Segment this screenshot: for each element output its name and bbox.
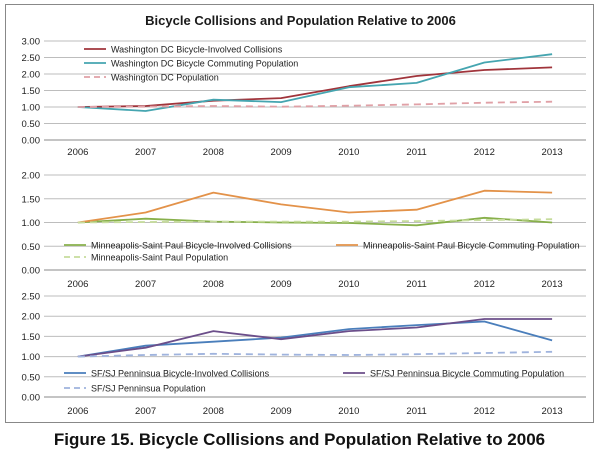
y-tick-label: 0.50: [22, 372, 41, 383]
y-tick-label: 3.00: [22, 37, 41, 48]
x-tick-label: 2010: [338, 147, 359, 158]
y-tick-label: 0.00: [22, 266, 41, 277]
x-tick-label: 2007: [135, 147, 156, 158]
legend-item: Minneapolis-Saint Paul Population: [64, 253, 228, 263]
legend-item: SF/SJ Penninsua Population: [64, 384, 206, 394]
legend-label: SF/SJ Penninsua Bicycle-Involved Collisi…: [91, 369, 270, 379]
legend-item: Minneapolis-Saint Paul Bicycle Commuting…: [336, 241, 580, 251]
y-tick-label: 1.00: [22, 103, 41, 114]
x-tick-label: 2011: [406, 147, 426, 158]
series-line-1: [77, 66, 553, 108]
legend-label: Washington DC Population: [111, 73, 219, 83]
figure-frame: Bicycle Collisions and Population Relati…: [5, 4, 594, 423]
x-tick-label: 2007: [135, 406, 156, 417]
x-tick-label: 2012: [474, 147, 495, 158]
x-tick-label: 2007: [135, 279, 156, 290]
x-tick-label: 2006: [67, 279, 88, 290]
legend-item: SF/SJ Penninsua Bicycle Commuting Popula…: [343, 369, 564, 379]
x-tick-label: 2010: [338, 406, 359, 417]
legend-label: Washington DC Bicycle Commuting Populati…: [111, 59, 298, 69]
y-tick-label: 1.00: [22, 218, 41, 229]
chart-panel-2: 0.00 0.50 1.00 1.50 2.00 2006 2007 2008 2009 2010…: [22, 171, 586, 290]
x-tick-label: 2009: [271, 147, 292, 158]
legend-label: Minneapolis-Saint Paul Bicycle Commuting…: [363, 241, 580, 251]
y-tick-label: 1.50: [22, 86, 41, 97]
y-tick-label: 1.50: [22, 332, 41, 343]
figure-caption: Figure 15. Bicycle Collisions and Popula…: [53, 430, 546, 449]
x-tick-label: 2009: [271, 406, 292, 417]
y-tick-label: 2.00: [22, 312, 41, 323]
x-tick-label: 2011: [406, 406, 426, 417]
series-line-1: [77, 320, 553, 358]
x-tick-label: 2006: [67, 406, 88, 417]
y-tick-label: 0.00: [22, 136, 41, 147]
y-tick-label: 2.50: [22, 53, 41, 64]
x-tick-label: 2006: [67, 147, 88, 158]
legend-item: Washington DC Bicycle-Involved Collision…: [84, 45, 283, 55]
x-tick-label: 2013: [542, 406, 563, 417]
y-tick-label: 1.50: [22, 194, 41, 205]
chart-panel-1: 0.00 0.50 1.00 1.50 2.00 2.50 3.00 2006 2007 2008…: [22, 37, 586, 158]
y-tick-label: 0.00: [22, 393, 41, 404]
y-tick-label: 0.50: [22, 119, 41, 130]
x-tick-label: 2011: [406, 279, 426, 290]
y-tick-label: 1.00: [22, 352, 41, 363]
series-line-2: [77, 189, 553, 224]
chart-title: Bicycle Collisions and Population Relati…: [145, 13, 456, 28]
x-tick-label: 2013: [542, 279, 563, 290]
y-tick-label: 2.50: [22, 292, 41, 303]
y-tick-label: 2.00: [22, 171, 41, 182]
x-tick-label: 2012: [474, 279, 495, 290]
charts-canvas: 0.00 0.50 1.00 1.50 2.00 2.50 3.00 2006 2007 2008…: [22, 37, 586, 417]
x-tick-label: 2009: [271, 279, 292, 290]
x-tick-label: 2008: [203, 147, 224, 158]
series-line-1: [77, 216, 553, 227]
series-line-2: [77, 53, 553, 112]
legend-item: Minneapolis-Saint Paul Bicycle-Involved …: [64, 241, 292, 251]
x-tick-label: 2010: [338, 279, 359, 290]
chart-panel-3: 0.00 0.50 1.00 1.50 2.00 2.50 2006 2007 2008 2009…: [22, 292, 586, 417]
y-tick-label: 2.00: [22, 70, 41, 81]
legend-label: Minneapolis-Saint Paul Population: [91, 253, 228, 263]
legend-label: SF/SJ Penninsua Population: [91, 384, 206, 394]
legend-item: Washington DC Population: [84, 73, 219, 83]
series-line-3: [77, 350, 553, 358]
series-line-2: [77, 318, 553, 358]
legend-item: Washington DC Bicycle Commuting Populati…: [84, 59, 298, 69]
x-tick-label: 2012: [474, 406, 495, 417]
legend-label: Washington DC Bicycle-Involved Collision…: [111, 45, 283, 55]
x-tick-label: 2008: [203, 279, 224, 290]
legend-label: Minneapolis-Saint Paul Bicycle-Involved …: [91, 241, 292, 251]
x-tick-label: 2013: [542, 147, 563, 158]
legend-item: SF/SJ Penninsua Bicycle-Involved Collisi…: [64, 369, 270, 379]
x-tick-label: 2008: [203, 406, 224, 417]
y-tick-label: 0.50: [22, 242, 41, 253]
legend-label: SF/SJ Penninsua Bicycle Commuting Popula…: [370, 369, 564, 379]
